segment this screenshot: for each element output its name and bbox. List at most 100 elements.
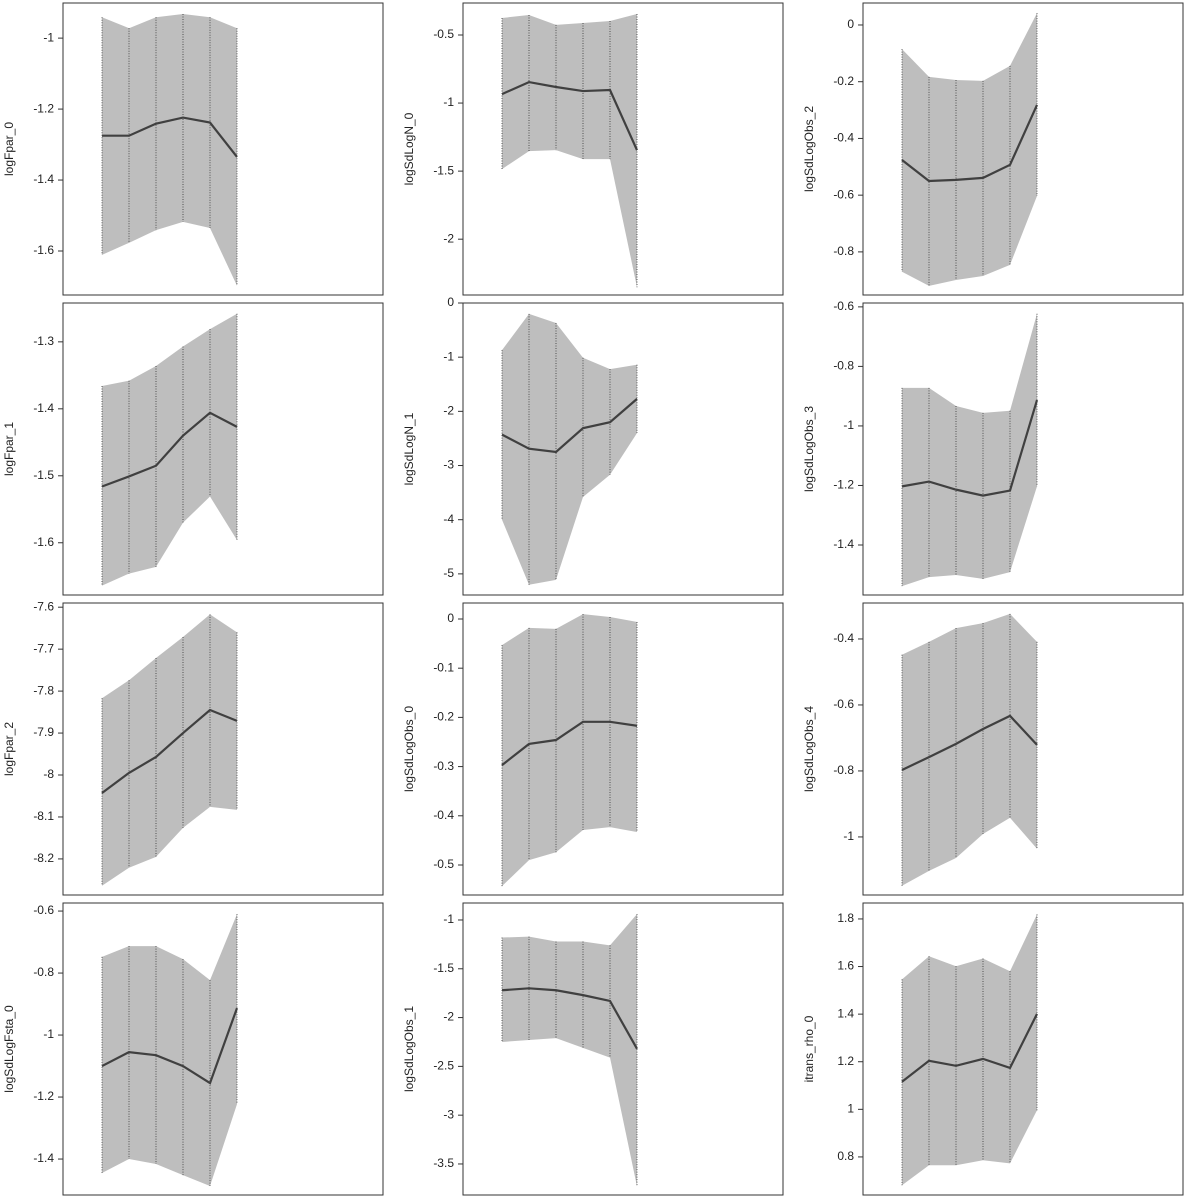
- y-tick-label: -7.7: [33, 641, 54, 655]
- y-axis-label: logFpar_2: [2, 722, 16, 776]
- y-tick-label: -3.5: [433, 1156, 454, 1170]
- y-tick-label: -1.3: [33, 334, 54, 348]
- mean-line: [901, 714, 1038, 771]
- y-tick-label: -0.6: [833, 187, 854, 201]
- y-tick-label: -1.4: [33, 172, 54, 186]
- y-tick-label: -0.8: [833, 763, 854, 777]
- plot-frame: [462, 2, 784, 296]
- y-axis-label: logFpar_1: [2, 422, 16, 476]
- plot-frame: [862, 2, 1184, 296]
- y-axis-label: logSdLogFsta_0: [2, 1005, 16, 1093]
- y-axis-label: logSdLogObs_0: [402, 706, 416, 792]
- mean-line: [101, 708, 238, 794]
- band: [502, 14, 637, 288]
- y-tick-label: -1.5: [433, 163, 454, 177]
- y-tick-label: -1: [843, 418, 854, 432]
- panel: -0.6 -0.8 -1 -1.2 -1.4 logSdLogObs_3: [802, 299, 1184, 596]
- band: [102, 914, 237, 1187]
- y-tick-label: -1: [43, 30, 54, 44]
- mean-line: [501, 987, 638, 1050]
- panel: -0.5 -1 -1.5 -2 logSdLogN_0: [402, 2, 784, 296]
- panel: 0 -1 -2 -3 -4 -5 logSdLogN_1: [402, 295, 784, 596]
- band: [102, 13, 237, 286]
- y-tick-label: 1.6: [837, 959, 854, 973]
- y-tick-label: -0.3: [433, 759, 454, 773]
- y-tick-label: -2: [443, 404, 454, 418]
- y-tick-label: 1.4: [837, 1006, 854, 1020]
- y-axis-label: logSdLogObs_2: [802, 106, 816, 192]
- y-tick-label: -8.1: [33, 809, 54, 823]
- plot-frame: [862, 602, 1184, 896]
- panel: -1 -1.5 -2 -2.5 -3 -3.5 logSdLogObs_1: [402, 902, 784, 1196]
- plot-frame: [862, 902, 1184, 1196]
- y-tick-label: 0: [847, 17, 854, 31]
- y-tick-label: -2.5: [433, 1059, 454, 1073]
- y-tick-label: -0.6: [33, 903, 54, 917]
- y-tick-label: -3: [443, 458, 454, 472]
- panel: 1.8 1.6 1.4 1.2 1 0.8 itrans_rho_0: [802, 902, 1184, 1196]
- y-tick-label: -1.6: [33, 243, 54, 257]
- y-tick-label: -4: [443, 512, 454, 526]
- band: [502, 313, 637, 585]
- panel: -1 -1.2 -1.4 -1.6 logFpar_0: [2, 2, 384, 296]
- mean-line: [501, 80, 639, 151]
- plot-frame: [62, 2, 384, 296]
- mean-line: [101, 1007, 239, 1085]
- mean-line: [901, 399, 1039, 497]
- y-tick-label: -7.9: [33, 725, 54, 739]
- band: [102, 614, 237, 886]
- y-tick-label: -1: [843, 829, 854, 843]
- y-axis-label: logSdLogN_1: [402, 412, 416, 485]
- mean-line: [501, 398, 638, 454]
- y-tick-label: -0.5: [433, 857, 454, 871]
- y-axis-label: itrans_rho_0: [802, 1015, 816, 1082]
- y-tick-label: -1.4: [33, 1151, 54, 1165]
- y-tick-label: -1.6: [33, 535, 54, 549]
- y-tick-label: -1.5: [433, 961, 454, 975]
- y-tick-label: -0.4: [833, 131, 854, 145]
- y-tick-label: 1.8: [837, 911, 854, 925]
- y-tick-label: -8.2: [33, 851, 54, 865]
- y-tick-label: -1.4: [833, 537, 854, 551]
- plot-frame: [462, 302, 784, 596]
- y-tick-label: -1.2: [33, 101, 54, 115]
- plot-frame: [862, 302, 1184, 596]
- mean-line: [901, 104, 1039, 183]
- y-axis-label: logSdLogN_0: [402, 112, 416, 185]
- y-axis-label: logSdLogObs_3: [802, 406, 816, 492]
- y-tick-label: 0: [447, 295, 454, 309]
- band: [502, 614, 637, 887]
- y-tick-label: -5: [443, 566, 454, 580]
- panel: -0.6 -0.8 -1 -1.2 -1.4 logSdLogFsta_0: [2, 902, 384, 1196]
- y-tick-label: -1: [443, 912, 454, 926]
- band: [902, 613, 1037, 886]
- y-axis-label: logSdLogObs_1: [402, 1006, 416, 1092]
- y-tick-label: 0.8: [837, 1149, 854, 1163]
- band: [902, 13, 1037, 286]
- panel: -0.4 -0.6 -0.8 -1 logSdLogObs_4: [802, 602, 1184, 896]
- plot-frame: [62, 302, 384, 596]
- y-tick-label: -0.4: [833, 631, 854, 645]
- y-tick-label: -0.1: [433, 660, 454, 674]
- y-tick-label: -1.2: [33, 1089, 54, 1103]
- y-tick-label: -8: [43, 767, 54, 781]
- y-tick-label: -0.6: [833, 299, 854, 313]
- mean-line: [501, 720, 638, 766]
- panel: -1.3 -1.4 -1.5 -1.6 logFpar_1: [2, 302, 384, 596]
- y-tick-label: -1.4: [33, 401, 54, 415]
- y-tick-label: 1: [847, 1101, 854, 1115]
- y-tick-label: -2: [443, 231, 454, 245]
- y-tick-label: 1.2: [837, 1054, 854, 1068]
- y-tick-label: -0.8: [833, 244, 854, 258]
- panel: 0 -0.1 -0.2 -0.3 -0.4 -0.5 logSdLogObs_0: [402, 602, 784, 896]
- y-tick-label: -0.2: [433, 710, 454, 724]
- mean-line: [901, 1013, 1038, 1083]
- y-tick-label: -0.8: [833, 359, 854, 373]
- y-tick-label: -1.2: [833, 478, 854, 492]
- mean-line: [102, 116, 238, 158]
- y-tick-label: -2: [443, 1010, 454, 1024]
- y-tick-label: -0.4: [433, 808, 454, 822]
- panel: 0 -0.2 -0.4 -0.6 -0.8 logSdLogObs_2: [802, 2, 1184, 296]
- y-tick-label: -7.6: [33, 599, 54, 613]
